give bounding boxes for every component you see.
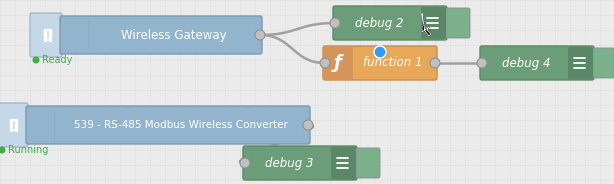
- Polygon shape: [422, 14, 431, 36]
- FancyBboxPatch shape: [480, 46, 594, 80]
- Circle shape: [0, 146, 6, 153]
- Text: Running: Running: [8, 145, 49, 155]
- Text: debug 4: debug 4: [502, 56, 550, 70]
- Text: Wireless Gateway: Wireless Gateway: [121, 29, 227, 42]
- Circle shape: [477, 58, 487, 68]
- FancyBboxPatch shape: [243, 146, 357, 180]
- Circle shape: [320, 58, 330, 68]
- FancyBboxPatch shape: [421, 7, 446, 39]
- Circle shape: [240, 158, 250, 168]
- FancyBboxPatch shape: [568, 47, 593, 79]
- Text: debug 2: debug 2: [355, 17, 403, 29]
- Text: debug 3: debug 3: [265, 157, 313, 169]
- FancyBboxPatch shape: [333, 6, 447, 40]
- Circle shape: [374, 46, 386, 58]
- Text: ƒ: ƒ: [334, 54, 342, 72]
- FancyBboxPatch shape: [30, 13, 62, 57]
- Text: Ready: Ready: [42, 55, 72, 65]
- Circle shape: [303, 120, 313, 130]
- Circle shape: [430, 58, 440, 68]
- FancyBboxPatch shape: [26, 106, 310, 144]
- FancyBboxPatch shape: [0, 103, 28, 147]
- Text: 539 - RS-485 Modbus Wireless Converter: 539 - RS-485 Modbus Wireless Converter: [74, 120, 288, 130]
- FancyBboxPatch shape: [323, 46, 353, 80]
- Circle shape: [33, 56, 39, 63]
- FancyBboxPatch shape: [323, 46, 437, 80]
- FancyBboxPatch shape: [60, 16, 262, 54]
- Text: function 1: function 1: [363, 56, 423, 70]
- Circle shape: [255, 30, 265, 40]
- FancyBboxPatch shape: [593, 48, 614, 78]
- FancyBboxPatch shape: [331, 147, 356, 179]
- Circle shape: [330, 18, 340, 28]
- FancyBboxPatch shape: [446, 8, 470, 38]
- FancyBboxPatch shape: [356, 148, 380, 178]
